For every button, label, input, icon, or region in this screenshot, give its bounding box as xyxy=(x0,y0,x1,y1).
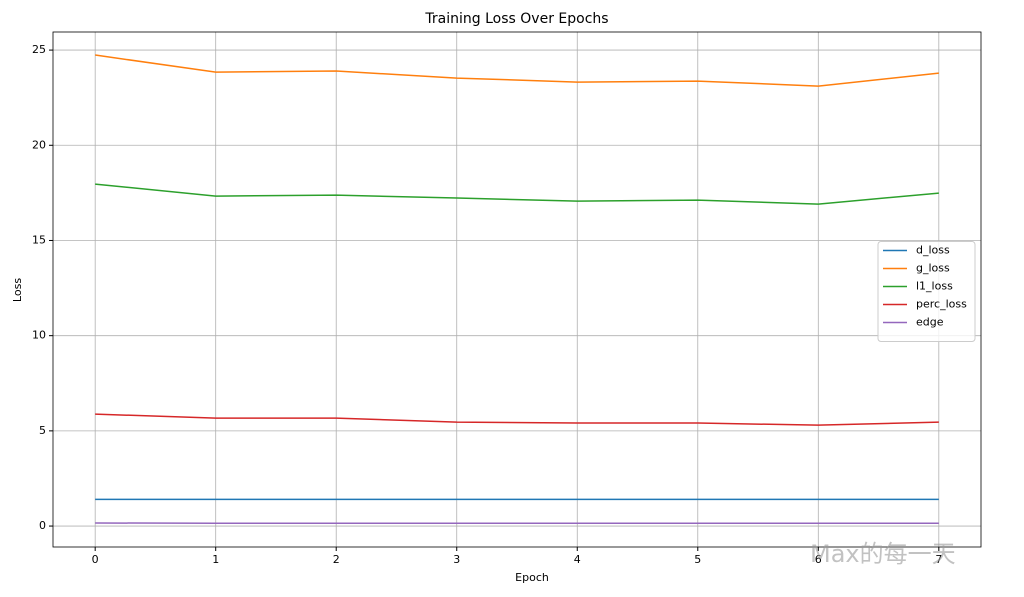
y-tick-label: 25 xyxy=(32,43,46,56)
y-tick-label: 10 xyxy=(32,329,46,342)
legend-label: l1_loss xyxy=(916,280,953,293)
y-tick-label: 0 xyxy=(39,519,46,532)
series-line xyxy=(95,54,939,87)
legend-label: perc_loss xyxy=(916,298,967,311)
legend-label: d_loss xyxy=(916,244,950,257)
x-tick-label: 5 xyxy=(694,553,701,566)
x-tick-label: 6 xyxy=(815,553,822,566)
legend-label: g_loss xyxy=(916,262,950,275)
y-tick-label: 20 xyxy=(32,138,46,151)
y-tick-label: 5 xyxy=(39,424,46,437)
plot-frame xyxy=(52,31,982,548)
series-line xyxy=(95,413,939,426)
y-axis-label: Loss xyxy=(11,278,24,302)
y-tick-label: 15 xyxy=(32,233,46,246)
x-tick-label: 0 xyxy=(92,553,99,566)
chart-title: Training Loss Over Epochs xyxy=(424,11,608,27)
watermark: Max的每一天 xyxy=(810,540,956,568)
x-tick-label: 7 xyxy=(935,553,942,566)
x-tick-label: 4 xyxy=(574,553,581,566)
x-tick-label: 2 xyxy=(333,553,340,566)
series-line xyxy=(95,183,939,205)
x-tick-label: 3 xyxy=(453,553,460,566)
legend-label: edge xyxy=(916,316,944,329)
legend-box xyxy=(877,241,976,342)
x-axis-label: Epoch xyxy=(515,571,549,584)
x-tick-label: 1 xyxy=(212,553,219,566)
